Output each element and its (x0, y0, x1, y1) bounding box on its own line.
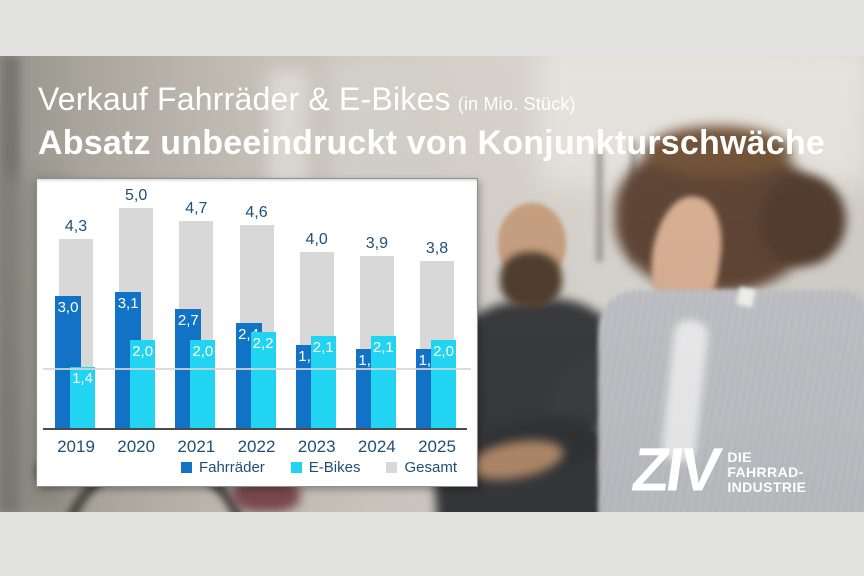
ziv-tagline-line: DIE (727, 449, 752, 465)
photo-woman-hair (645, 126, 791, 178)
value-label-gesamt-2020: 5,0 (125, 186, 148, 204)
axis-label-2019: 2019 (57, 437, 95, 456)
ziv-tagline: DIE FAHRRAD- INDUSTRIE (727, 450, 806, 495)
bar-ebikes-2020: 2,0 (130, 340, 156, 429)
page-title: Verkauf Fahrräder & E-Bikes (in Mio. Stüc… (38, 81, 825, 118)
value-label-ebikes-2021: 2,0 (192, 343, 214, 361)
chart-legend: Fahrräder E-Bikes Gesamt (180, 459, 457, 476)
value-label-gesamt-2025: 3,8 (425, 239, 449, 257)
legend-label: Gesamt (404, 459, 457, 476)
photo-woman-hair-bun (760, 174, 846, 266)
chart-gridline (43, 368, 471, 370)
value-label-gesamt-2022: 4,6 (245, 204, 268, 222)
value-label-ebikes-2025: 2,0 (433, 343, 454, 361)
legend-label: Fahrräder (198, 459, 265, 476)
bar-ebikes-2025: 2,0 (431, 340, 457, 429)
legend-item-fahrraeder: Fahrräder (180, 459, 265, 476)
ziv-wordmark: ZIV (628, 435, 723, 504)
value-label-ebikes-2020: 2,0 (132, 343, 154, 361)
axis-label-2023: 2023 (297, 437, 336, 456)
legend-item-gesamt: Gesamt (386, 459, 457, 476)
value-label-gesamt-2021: 4,7 (185, 199, 208, 217)
value-label-gesamt-2023: 4,0 (305, 230, 328, 248)
bar-ebikes-2021: 2,0 (190, 340, 216, 429)
value-label-fahrraeder-2020: 3,1 (117, 294, 139, 312)
photo-woman-shirt (598, 290, 864, 512)
ziv-tagline-line: FAHRRAD- (727, 464, 804, 480)
axis-label-2021: 2021 (177, 437, 216, 456)
page-title-text: Verkauf Fahrräder & E-Bikes (38, 81, 451, 117)
legend-swatch-gesamt (386, 462, 398, 473)
photo-man-beard (500, 252, 562, 308)
axis-label-2025: 2025 (418, 437, 456, 456)
axis-label-2020: 2020 (117, 437, 156, 456)
chart-panel: 4,3 3,0 1,4 2019 5,0 3,1 2,0 2020 4,7 2,7 2,0 2021 4… (36, 178, 478, 487)
chart-x-axis (43, 428, 467, 430)
page-subtitle: Absatz unbeeindruckt von Konjunkturschwä… (38, 123, 825, 162)
value-label-ebikes-2023: 2,1 (312, 338, 334, 356)
value-label-ebikes-2024: 2,1 (372, 338, 394, 356)
value-label-fahrraeder-2021: 2,7 (177, 312, 199, 330)
legend-swatch-ebikes (290, 462, 302, 473)
ziv-tagline-line: INDUSTRIE (727, 479, 807, 495)
value-label-gesamt-2019: 4,3 (64, 217, 88, 235)
plot-area: 4,3 3,0 1,4 2019 5,0 3,1 2,0 2020 4,7 2,7 2,0 2021 4… (37, 179, 479, 488)
axis-label-2024: 2024 (357, 437, 396, 456)
value-label-fahrraeder-2019: 3,0 (57, 299, 79, 317)
bar-ebikes-2023: 2,1 (310, 335, 336, 429)
ziv-logo: ZIV DIE FAHRRAD- INDUSTRIE (628, 435, 806, 504)
legend-swatch-fahrraeder (180, 462, 192, 473)
page-title-unit: (in Mio. Stück) (457, 94, 576, 114)
value-label-ebikes-2019: 1,4 (72, 369, 93, 387)
headline-block: Verkauf Fahrräder & E-Bikes (in Mio. Stüc… (38, 81, 825, 162)
bar-ebikes-2019: 1,4 (70, 366, 95, 429)
value-label-ebikes-2022: 2,2 (252, 334, 274, 352)
legend-label: E-Bikes (308, 459, 361, 476)
axis-label-2022: 2022 (237, 437, 276, 456)
legend-item-ebikes: E-Bikes (290, 459, 361, 476)
photo-door-frame (596, 150, 603, 262)
value-label-gesamt-2024: 3,9 (365, 235, 388, 253)
bar-ebikes-2024: 2,1 (370, 335, 396, 429)
bar-ebikes-2022: 2,2 (250, 331, 276, 429)
